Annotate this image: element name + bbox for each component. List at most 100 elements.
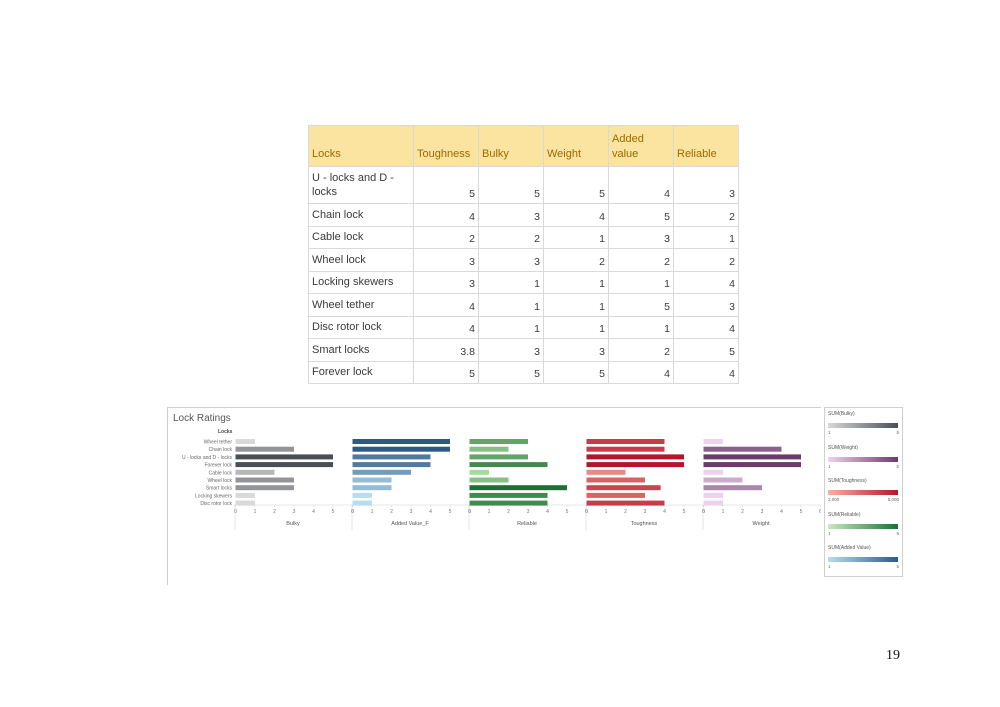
rating-cell: 1 [543,270,609,294]
tick-label: 1 [722,509,725,515]
bar-weight [703,469,723,475]
bar-reliable [469,439,528,444]
rating-cell: 4 [543,203,609,227]
tick-label: 0 [468,509,471,515]
lock-name-cell: Cable lock [308,225,414,249]
bar-bulky [235,454,333,460]
rating-cell: 3 [543,338,609,362]
rating-cell: 4 [608,360,674,384]
rating-cell: 4 [413,203,479,227]
tick-label: 5 [449,509,452,515]
tick-label: 4 [546,509,549,515]
tick-label: 5 [683,509,686,515]
lock-name-cell: Wheel tether [308,293,414,317]
tick-label: 2 [273,509,276,515]
tick-label: 5 [800,509,803,515]
bar-weight [703,485,762,491]
table-row: Smart locks 3.8 3 3 2 5 [308,338,739,362]
rating-cell: 5 [413,360,479,384]
axis-title: Added Value_F [391,521,429,527]
category-label: Smart locks [206,486,233,492]
rating-cell: 1 [608,270,674,294]
table-row: Chain lock 4 3 4 5 2 [308,203,739,227]
bar-toughness [586,477,645,483]
bar-added-value-f [352,454,431,460]
bar-toughness [586,485,661,491]
lock-ratings-dashboard: Lock Ratings Locks Wheel tether Chain loc… [167,407,903,585]
rating-cell: 1 [478,270,544,294]
table-body: U - locks and D - locks 5 5 5 4 3 Chain lock 4 3… [308,166,739,384]
bar-bulky [235,492,255,498]
bar-weight [703,446,782,452]
rating-cell: 3 [413,270,479,294]
rating-cell: 1 [543,315,609,339]
tick-label: 1 [254,509,257,515]
tick-label: 4 [312,509,315,515]
lock-name-cell: Locking skewers [308,270,414,294]
rating-cell: 3 [478,338,544,362]
rating-cell: 5 [608,203,674,227]
tick-label: 0 [351,509,354,515]
bar-toughness [586,500,665,506]
rating-cell: 3 [478,203,544,227]
category-label: Cable lock [209,470,233,476]
tick-label: 4 [663,509,666,515]
rating-cell: 3.8 [413,338,479,362]
legend-title: SUM(Reliable) [828,511,861,518]
rating-cell: 2 [608,248,674,272]
rating-cell: 4 [673,360,739,384]
bar-weight [703,462,801,468]
bar-added-value-f [352,500,372,506]
tick-label: 1 [488,509,491,515]
legend-max-label: 5 [896,463,899,469]
rating-cell: 2 [608,338,674,362]
bar-reliable [469,500,548,506]
bar-toughness [586,469,626,475]
legend-color-ramp [828,523,898,529]
rating-cell: 5 [413,166,479,204]
tick-label: 2 [390,509,393,515]
tick-label: 4 [429,509,432,515]
tick-label: 0 [585,509,588,515]
tick-label: 3 [644,509,647,515]
lock-name-cell: U - locks and D - locks [308,166,414,204]
bar-weight [703,500,723,506]
table-header-row: Locks Toughness Bulky Weight Added value… [308,125,739,167]
bar-bulky [235,462,333,468]
tick-label: 6 [585,509,588,515]
header-toughness: Toughness [413,125,479,167]
axis-title: Reliable [517,521,537,527]
rating-cell: 3 [673,293,739,317]
lock-name-cell: Forever lock [308,360,414,384]
header-reliable: Reliable [673,125,739,167]
axis-title: Toughness [631,521,658,527]
bar-weight [703,454,801,460]
bar-reliable [469,492,548,498]
tick-label: 2 [624,509,627,515]
bar-weight [703,492,723,498]
bar-bulky [235,439,255,444]
chart-title: Lock Ratings [173,413,231,424]
legend-title: SUM(Weight) [828,444,858,451]
rating-cell: 4 [608,166,674,204]
table-row: Disc rotor lock 4 1 1 1 4 [308,315,739,339]
category-label: U - locks and D - locks [182,455,233,461]
rating-cell: 2 [478,225,544,249]
legend-color-ramp [828,423,898,428]
rating-cell: 1 [543,225,609,249]
axis-title: Weight [752,521,769,527]
rating-cell: 3 [608,225,674,249]
table-row: U - locks and D - locks 5 5 5 4 3 [308,166,739,204]
bar-toughness [586,446,665,452]
table-row: Forever lock 5 5 5 4 4 [308,360,739,384]
page-number: 19 [886,648,900,663]
legend-min-label: 2.000 [828,497,840,502]
tick-label: 6 [351,509,354,515]
bar-reliable [469,485,567,491]
rating-cell: 4 [673,315,739,339]
table-row: Wheel tether 4 1 1 5 3 [308,293,739,317]
rating-cell: 2 [543,248,609,272]
table-row: Cable lock 2 2 1 3 1 [308,225,739,249]
rating-cell: 5 [478,360,544,384]
legend-color-ramp [828,456,898,462]
